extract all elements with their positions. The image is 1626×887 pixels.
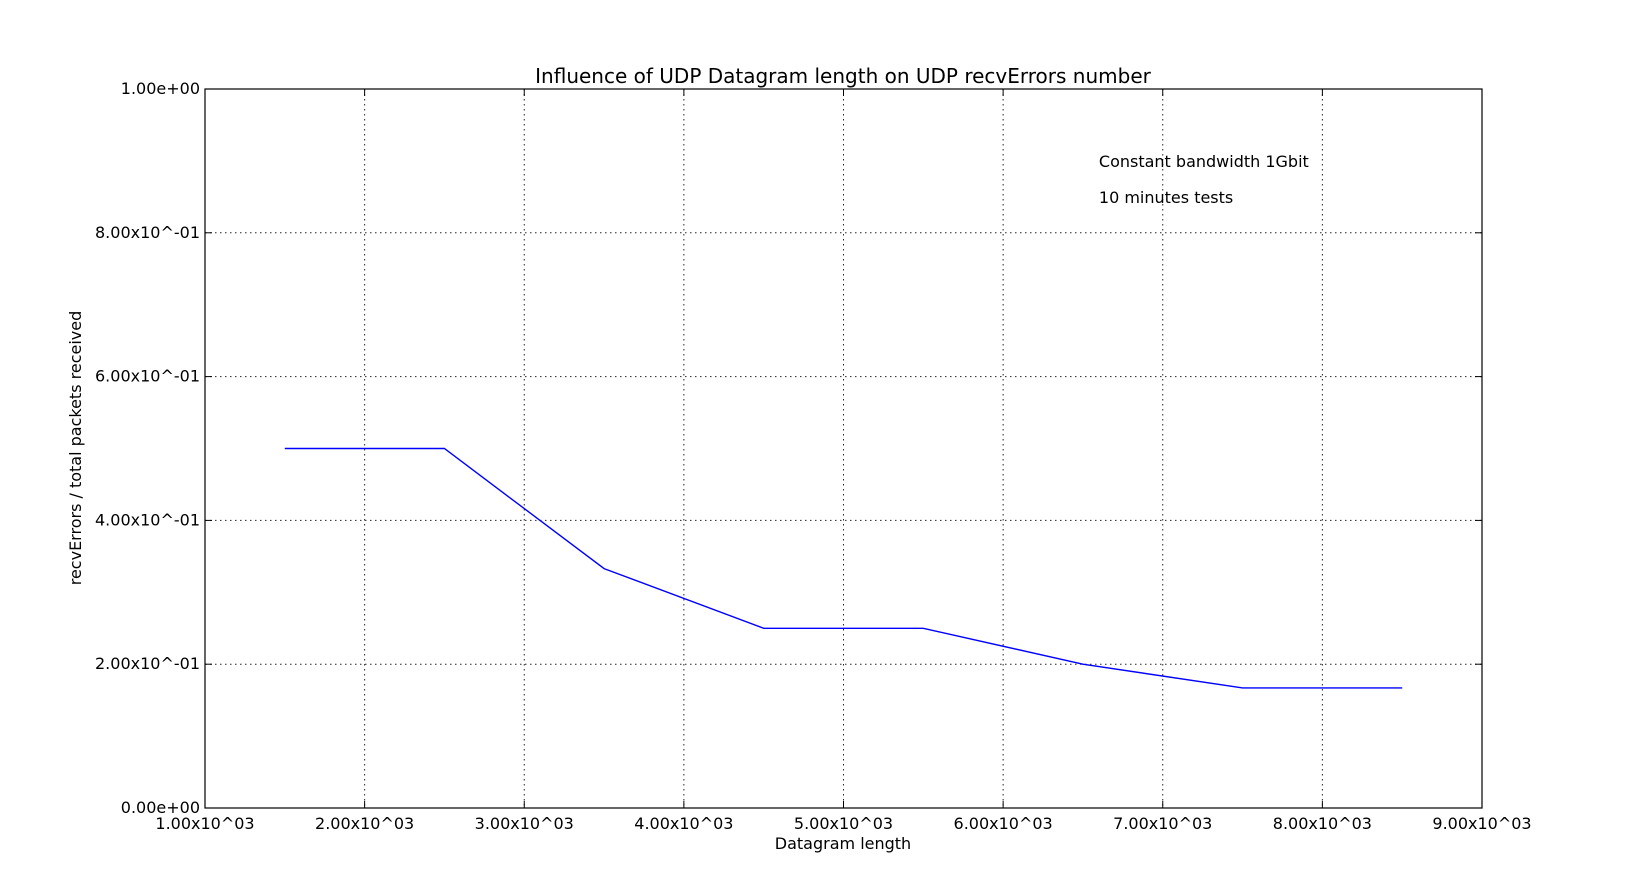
y-axis-label: recvErrors / total packets received bbox=[66, 311, 85, 586]
tick-marks bbox=[204, 88, 1483, 809]
x-tick-label: 3.00x10^03 bbox=[475, 814, 574, 833]
annotation-text: Constant bandwidth 1Gbit bbox=[1099, 152, 1309, 171]
series-line bbox=[284, 447, 1403, 689]
y-tick-label: 0.00e+00 bbox=[121, 798, 200, 817]
annotations: Constant bandwidth 1Gbit 10 minutes tests bbox=[1099, 152, 1309, 207]
x-tick-label: 1.00x10^03 bbox=[155, 814, 254, 833]
y-tick-label: 8.00x10^-01 bbox=[95, 223, 200, 242]
x-tick-label: 9.00x10^03 bbox=[1432, 814, 1531, 833]
x-tick-label: 8.00x10^03 bbox=[1273, 814, 1372, 833]
x-tick-label: 4.00x10^03 bbox=[634, 814, 733, 833]
x-axis-label: Datagram length bbox=[775, 834, 911, 853]
x-tick-label: 5.00x10^03 bbox=[794, 814, 893, 833]
x-tick-label: 6.00x10^03 bbox=[954, 814, 1053, 833]
annotation-text: 10 minutes tests bbox=[1099, 188, 1233, 207]
x-tick-label: 7.00x10^03 bbox=[1113, 814, 1212, 833]
y-tick-label: 2.00x10^-01 bbox=[95, 654, 200, 673]
y-tick-label: 6.00x10^-01 bbox=[95, 367, 200, 386]
x-tick-label: 2.00x10^03 bbox=[315, 814, 414, 833]
y-tick-label: 4.00x10^-01 bbox=[95, 510, 200, 529]
chart-title: Influence of UDP Datagram length on UDP … bbox=[535, 64, 1151, 88]
y-tick-label: 1.00e+00 bbox=[121, 79, 200, 98]
y-tick-labels: 0.00e+00 2.00x10^-01 4.00x10^-01 6.00x10^-0… bbox=[95, 79, 200, 817]
x-tick-labels: 1.00x10^03 2.00x10^03 3.00x10^03 4.00x10^03… bbox=[155, 814, 1531, 833]
series-layer bbox=[284, 447, 1403, 689]
